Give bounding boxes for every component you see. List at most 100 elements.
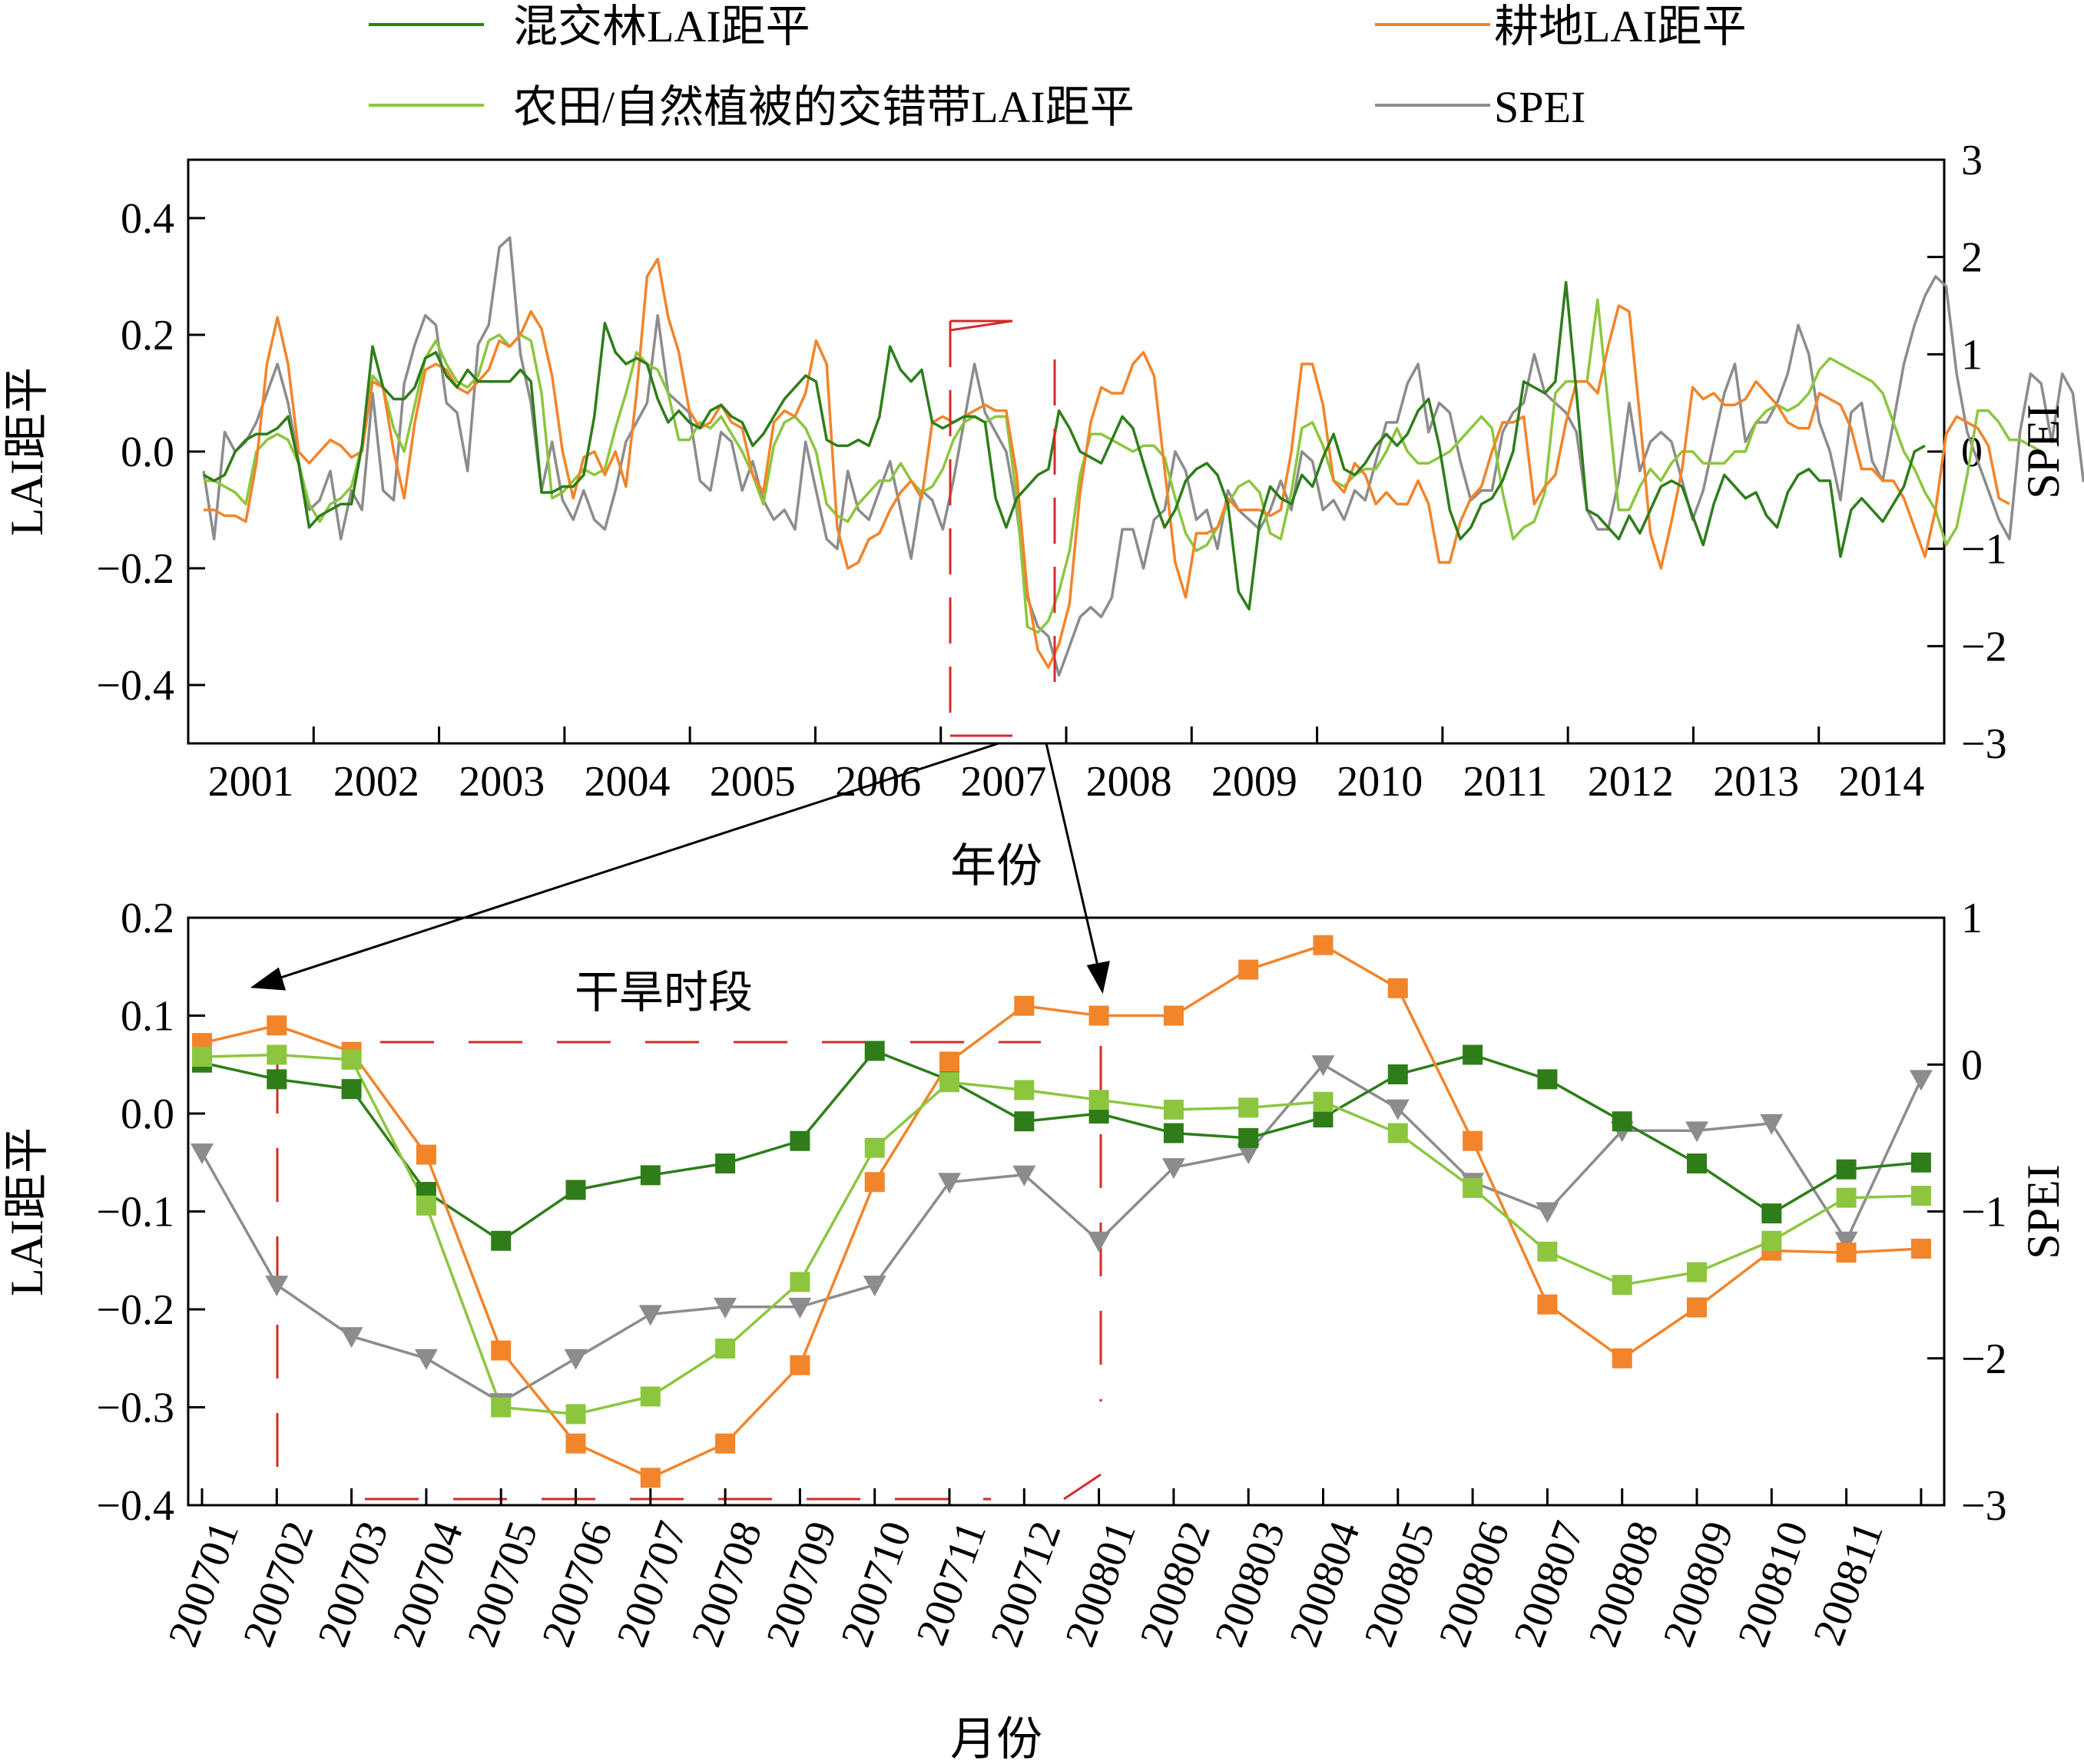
data-point-0 bbox=[491, 1230, 512, 1251]
series-line-top-3 bbox=[202, 236, 2084, 677]
data-point-2 bbox=[565, 1404, 586, 1425]
data-point-0 bbox=[267, 1069, 287, 1090]
data-point-spei bbox=[714, 1297, 737, 1319]
series-group-bottom bbox=[191, 935, 1933, 1488]
data-point-2 bbox=[939, 1072, 959, 1093]
data-point-2 bbox=[1313, 1091, 1334, 1112]
series-line-top-0 bbox=[203, 280, 1926, 611]
drought-box-top-left bbox=[949, 319, 1013, 332]
y-axis-left-top: 0.4 0.2 0.0 −0.2 −0.4 bbox=[96, 195, 205, 710]
y-tick-label: 0.4 bbox=[121, 195, 174, 243]
data-point-1 bbox=[1836, 1243, 1857, 1263]
chart-monthly: 干旱时段 0.20.10.0−0.1−0.2−0.3−0.4 10−1−2−3 … bbox=[2, 895, 2069, 1764]
data-point-1 bbox=[416, 1144, 436, 1165]
x-tick-label: 2013 bbox=[1713, 758, 1799, 806]
x-tick-label: 2003 bbox=[459, 758, 545, 806]
data-point-2 bbox=[1687, 1262, 1707, 1282]
x-tick-label: 2014 bbox=[1838, 758, 1924, 806]
data-point-2 bbox=[1761, 1230, 1782, 1251]
data-point-2 bbox=[267, 1044, 287, 1065]
x-tick-label: 2010 bbox=[1337, 758, 1423, 806]
zoom-arrows bbox=[250, 742, 1110, 995]
x-axis-title-top: 年份 bbox=[950, 841, 1042, 892]
y2-tick-label: −1 bbox=[1961, 1189, 2007, 1236]
y2-tick-label: 1 bbox=[1961, 331, 1983, 379]
legend-item-mixed-forest: 混交林LAI距平 bbox=[369, 2, 810, 51]
data-point-spei bbox=[1685, 1121, 1708, 1143]
data-point-1 bbox=[1313, 935, 1334, 955]
data-point-spei bbox=[191, 1143, 214, 1164]
series-line-bottom-3 bbox=[200, 1063, 1923, 1405]
data-point-spei bbox=[564, 1349, 588, 1370]
data-point-0 bbox=[1537, 1069, 1558, 1090]
data-point-0 bbox=[1761, 1203, 1782, 1224]
data-point-1 bbox=[267, 1015, 287, 1036]
data-point-spei bbox=[1311, 1055, 1335, 1077]
data-point-0 bbox=[1014, 1111, 1035, 1132]
y2-tick-label: 1 bbox=[1961, 895, 1983, 942]
x-tick-label: 2004 bbox=[585, 758, 671, 806]
x-tick-label: 200811 bbox=[1804, 1515, 1893, 1651]
y-tick-label: 0.0 bbox=[121, 1091, 174, 1138]
data-point-spei bbox=[788, 1297, 812, 1319]
legend-label-ecotone: 农田/自然植被的交错带LAI距平 bbox=[513, 82, 1135, 132]
data-point-1 bbox=[1387, 978, 1408, 998]
data-point-1 bbox=[790, 1355, 810, 1375]
y2-tick-label: −3 bbox=[1961, 720, 2007, 768]
data-point-0 bbox=[341, 1079, 362, 1100]
data-point-2 bbox=[1836, 1187, 1857, 1208]
data-point-spei bbox=[638, 1305, 662, 1326]
data-point-2 bbox=[790, 1272, 810, 1292]
data-point-2 bbox=[1163, 1099, 1184, 1120]
y-axis-title-right-top: SPEI bbox=[2018, 404, 2069, 498]
y-tick-label: −0.4 bbox=[96, 1482, 174, 1530]
data-point-spei bbox=[265, 1276, 289, 1297]
x-tick-label: 2002 bbox=[333, 758, 419, 806]
x-tick-label: 2005 bbox=[710, 758, 796, 806]
drought-box-bottom bbox=[276, 1041, 1102, 1501]
data-point-1 bbox=[939, 1051, 959, 1072]
data-point-spei bbox=[1012, 1165, 1036, 1186]
data-point-spei bbox=[340, 1327, 363, 1349]
legend-label-cropland: 耕地LAI距平 bbox=[1494, 2, 1747, 51]
data-point-spei bbox=[1909, 1070, 1933, 1091]
data-point-0 bbox=[565, 1180, 586, 1200]
y-tick-label: −0.1 bbox=[96, 1189, 174, 1236]
y-tick-label: 0.1 bbox=[121, 993, 174, 1041]
data-point-spei bbox=[938, 1173, 961, 1194]
y2-tick-label: 2 bbox=[1961, 234, 1983, 282]
data-point-spei bbox=[414, 1349, 438, 1370]
legend-label-mixed-forest: 混交林LAI距平 bbox=[513, 2, 810, 51]
x-axis-top: 2001200220032004200520062007200820092010… bbox=[208, 726, 1924, 806]
y-axis-right-bottom: 1 0 −1 −2 −3 bbox=[1927, 895, 2007, 1530]
data-point-1 bbox=[1910, 1238, 1931, 1259]
series-line-bottom-1 bbox=[201, 943, 1921, 1480]
data-point-spei bbox=[1760, 1114, 1784, 1135]
data-point-1 bbox=[1612, 1348, 1632, 1369]
data-point-2 bbox=[1387, 1123, 1408, 1143]
y2-tick-label: −2 bbox=[1961, 623, 2007, 670]
data-point-1 bbox=[864, 1172, 885, 1193]
data-point-2 bbox=[715, 1339, 736, 1359]
data-point-1 bbox=[1088, 1005, 1109, 1026]
data-point-1 bbox=[491, 1340, 512, 1361]
data-point-1 bbox=[640, 1468, 661, 1488]
y-tick-label: 0.0 bbox=[121, 429, 174, 476]
series-line-bottom-2 bbox=[201, 1053, 1921, 1416]
zoom-arrow-right bbox=[1045, 743, 1100, 970]
data-point-spei bbox=[1087, 1231, 1111, 1253]
x-tick-label: 2012 bbox=[1588, 758, 1674, 806]
data-point-1 bbox=[1463, 1130, 1483, 1151]
data-point-2 bbox=[1014, 1080, 1035, 1100]
data-point-2 bbox=[341, 1049, 362, 1070]
data-point-2 bbox=[864, 1137, 885, 1158]
data-point-0 bbox=[1238, 1127, 1259, 1148]
x-tick-label: 2009 bbox=[1211, 758, 1297, 806]
data-point-2 bbox=[1910, 1186, 1931, 1206]
zoom-arrowhead-left bbox=[250, 967, 287, 991]
y-tick-label: −0.2 bbox=[96, 1286, 174, 1334]
y2-tick-label: −2 bbox=[1961, 1335, 2007, 1383]
data-point-2 bbox=[1463, 1177, 1483, 1198]
